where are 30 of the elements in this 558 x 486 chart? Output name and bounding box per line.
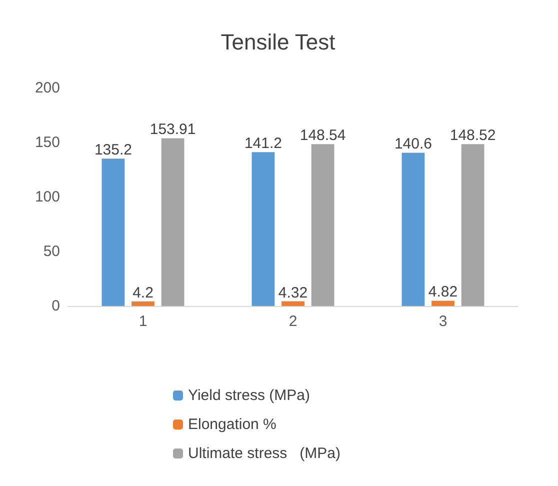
y-tick-label: 150: [34, 134, 60, 151]
bar: [132, 301, 154, 306]
y-tick-label: 200: [34, 80, 60, 96]
bar: [161, 138, 184, 306]
y-tick-label: 100: [34, 188, 60, 206]
data-label: 153.91: [150, 121, 196, 138]
data-label: 141.2: [244, 135, 282, 152]
y-tick-label: 50: [43, 243, 60, 260]
legend-label: Elongation %: [188, 416, 276, 433]
bar: [102, 158, 125, 306]
x-tick-label: 2: [288, 313, 298, 330]
data-label: 4.2: [132, 284, 154, 302]
bar: [461, 144, 484, 306]
y-tick-label: 0: [52, 298, 60, 314]
bar: [252, 152, 275, 306]
x-tick-label: 1: [138, 313, 148, 330]
bar: [311, 144, 334, 306]
bar: [432, 300, 454, 306]
data-label: 4.82: [428, 284, 458, 301]
legend-label: Ultimate stress (MPa): [188, 445, 341, 462]
data-label: 148.54: [300, 127, 346, 144]
data-label: 4.32: [278, 284, 308, 302]
bar: [282, 301, 304, 306]
data-label: 140.6: [394, 136, 432, 153]
data-label: 148.52: [450, 127, 496, 144]
chart-title: Tensile Test: [220, 30, 336, 54]
x-tick-label: 3: [438, 313, 448, 330]
data-label: 135.2: [94, 142, 132, 159]
legend-label: Yield stress (MPa): [188, 387, 310, 404]
bar: [402, 152, 425, 306]
